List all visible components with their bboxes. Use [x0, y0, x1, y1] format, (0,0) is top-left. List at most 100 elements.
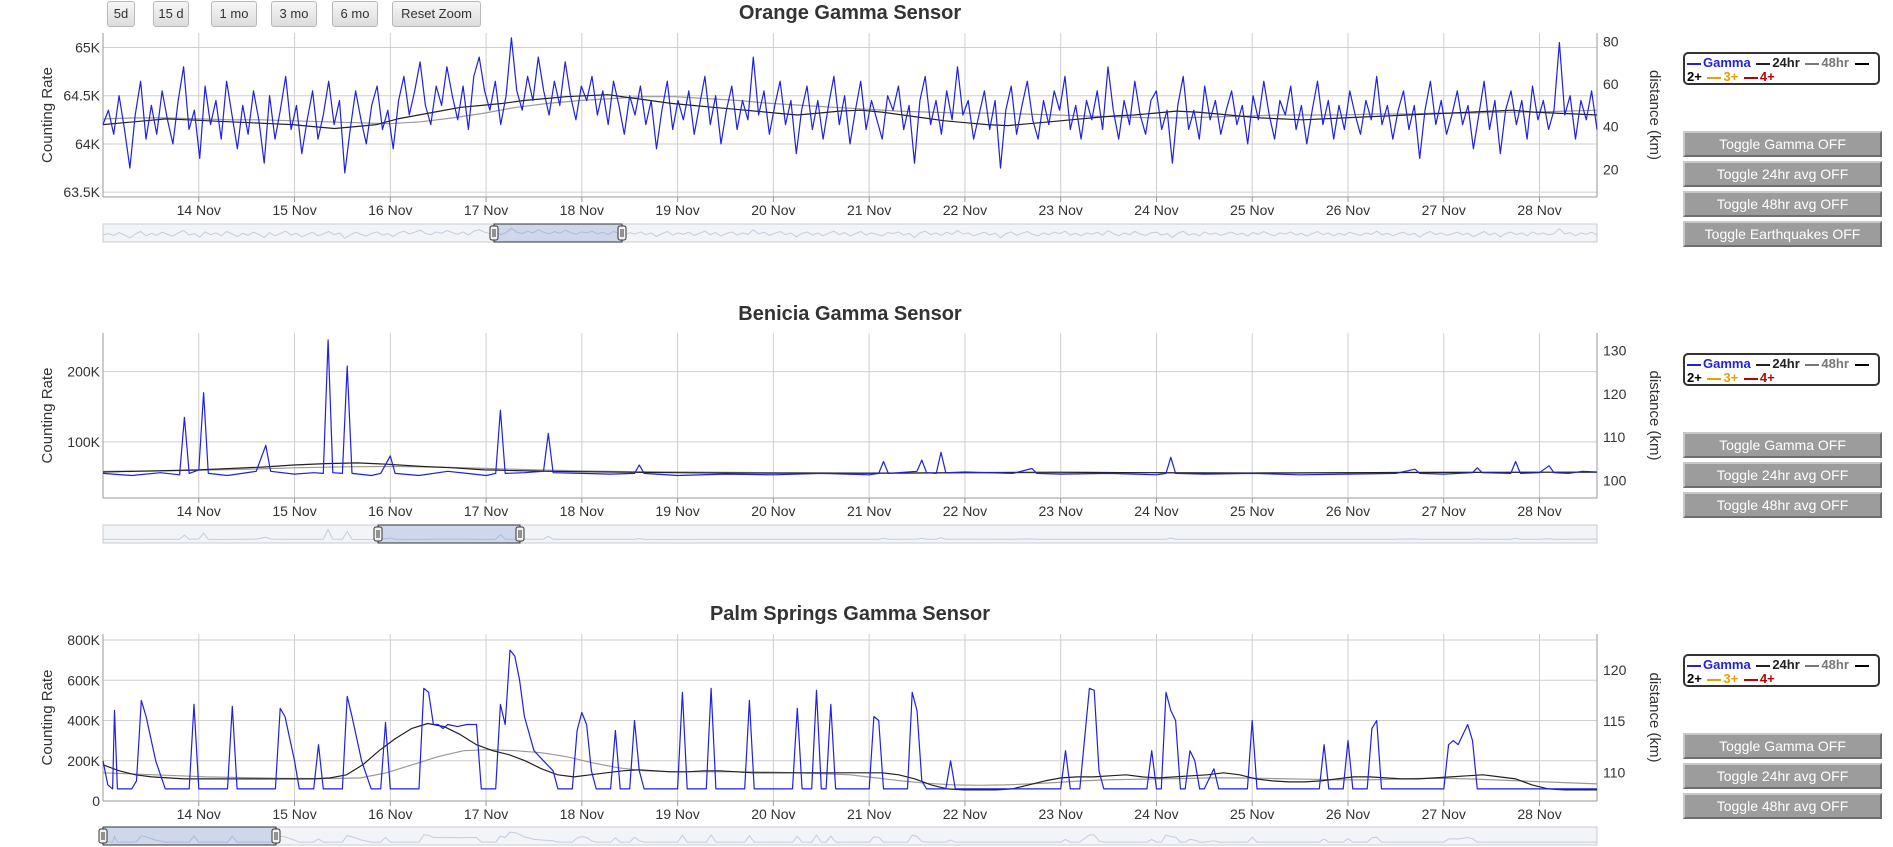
navigator-window[interactable]	[493, 223, 623, 243]
orange-toggle-gamma-button[interactable]: Toggle Gamma OFF	[1683, 131, 1882, 157]
x-tick-label: 26 Nov	[1326, 806, 1370, 822]
legend-48hr[interactable]: 48hr	[1805, 55, 1849, 70]
y2-tick-label: 115	[1603, 713, 1626, 729]
orange-gamma-chart: Orange Gamma Sensor 63.5K 64K 64.5K 65K 14 No…	[39, 2, 1663, 243]
y2-axis-title: distance (km)	[1646, 672, 1663, 762]
x-tick-label: 15 Nov	[272, 503, 316, 519]
legend-24hr[interactable]: 24hr	[1756, 356, 1800, 371]
palm-springs-toggle-24hr-button[interactable]: Toggle 24hr avg OFF	[1683, 763, 1882, 789]
legend-eq4[interactable]: 4+	[1743, 370, 1775, 385]
legend-gamma-label: Gamma	[1703, 55, 1751, 70]
legend-24hr[interactable]: 24hr	[1756, 657, 1800, 672]
y2-tick-label: 110	[1603, 764, 1626, 780]
navigator-right-handle[interactable]	[271, 828, 281, 844]
x-tick-label: 20 Nov	[751, 806, 795, 822]
legend-eq2-label: 2+	[1687, 671, 1702, 686]
legend-48hr-label: 48hr	[1821, 657, 1849, 672]
legend-24hr[interactable]: 24hr	[1756, 55, 1800, 70]
legend-eq2-line	[1854, 664, 1869, 667]
x-tick-label: 14 Nov	[177, 202, 221, 218]
zoom-3mo-button[interactable]: 3 mo	[271, 1, 317, 27]
series-avg48-line	[102, 749, 1598, 786]
legend-eq3[interactable]: 3+	[1707, 671, 1738, 686]
x-tick-label: 28 Nov	[1517, 806, 1561, 822]
navigator-window[interactable]	[102, 826, 277, 846]
y2-tick-label: 40	[1603, 119, 1619, 135]
legend-48hr-label: 48hr	[1821, 356, 1849, 371]
legend-24hr-label: 24hr	[1772, 55, 1800, 70]
x-tick-label: 16 Nov	[368, 806, 412, 822]
chart-title: Orange Gamma Sensor	[739, 2, 962, 24]
palm-springs-toggle-gamma-button[interactable]: Toggle Gamma OFF	[1683, 733, 1882, 759]
x-tick-label: 14 Nov	[177, 503, 221, 519]
legend-gamma[interactable]: Gamma	[1687, 657, 1751, 672]
x-tick-label: 17 Nov	[464, 806, 508, 822]
zoom-5d-button[interactable]: 5d	[107, 1, 135, 27]
x-tick-label: 25 Nov	[1230, 806, 1274, 822]
palm-springs-legend: Gamma 24hr 48hr 2+ 3+ 4+	[1683, 654, 1880, 687]
legend-eq2[interactable]: 2+	[1687, 370, 1702, 385]
series-gamma-line	[102, 339, 1598, 477]
navigator-left-handle[interactable]	[489, 225, 499, 241]
y-axis-title: Counting Rate	[39, 368, 56, 464]
legend-eq2[interactable]: 2+	[1687, 69, 1702, 84]
x-tick-label: 16 Nov	[368, 202, 412, 218]
navigator-right-handle[interactable]	[515, 526, 525, 542]
legend-eq3[interactable]: 3+	[1707, 370, 1738, 385]
x-tick-label: 24 Nov	[1134, 202, 1178, 218]
chart-title: Benicia Gamma Sensor	[738, 303, 962, 325]
x-tick-label: 15 Nov	[272, 202, 316, 218]
y2-tick-label: 120	[1603, 386, 1627, 402]
y2-tick-label: 60	[1603, 76, 1619, 92]
y2-tick-label: 100	[1603, 473, 1627, 489]
legend-gamma[interactable]: Gamma	[1687, 356, 1751, 371]
palm-springs-gamma-chart: Palm Springs Gamma Sensor 0 200K 400K 600K 80…	[39, 603, 1663, 846]
reset-zoom-button[interactable]: Reset Zoom	[392, 1, 481, 27]
x-tick-label: 24 Nov	[1134, 503, 1178, 519]
legend-gamma[interactable]: Gamma	[1687, 55, 1751, 70]
legend-eq2[interactable]: 2+	[1687, 671, 1702, 686]
x-tick-label: 21 Nov	[847, 806, 891, 822]
x-tick-label: 27 Nov	[1422, 503, 1466, 519]
orange-toggle-earthquakes-button[interactable]: Toggle Earthquakes OFF	[1683, 221, 1882, 247]
zoom-15d-button[interactable]: 15 d	[153, 1, 189, 27]
legend-eq4-label: 4+	[1759, 69, 1775, 84]
palm-springs-toggle-48hr-button[interactable]: Toggle 48hr avg OFF	[1683, 793, 1882, 819]
y-tick-label: 64.5K	[63, 88, 100, 104]
legend-eq4[interactable]: 4+	[1743, 69, 1775, 84]
orange-sensor-panel: Orange Gamma Sensor 63.5K 64K 64.5K 65K 14 No…	[0, 0, 1663, 250]
legend-eq3-label: 3+	[1723, 370, 1739, 385]
x-tick-label: 14 Nov	[177, 806, 221, 822]
legend-eq4-label: 4+	[1759, 671, 1775, 686]
series-avg48-line	[102, 96, 1598, 125]
benicia-toggle-gamma-button[interactable]: Toggle Gamma OFF	[1683, 432, 1882, 458]
legend-eq3[interactable]: 3+	[1707, 69, 1738, 84]
series-avg24-line	[102, 722, 1597, 791]
x-tick-label: 26 Nov	[1326, 202, 1370, 218]
benicia-legend: Gamma 24hr 48hr 2+ 3+ 4+	[1683, 353, 1880, 386]
navigator-window[interactable]	[377, 524, 521, 544]
x-tick-label: 15 Nov	[272, 806, 316, 822]
y2-tick-label: 130	[1603, 342, 1627, 358]
benicia-toggle-24hr-button[interactable]: Toggle 24hr avg OFF	[1683, 462, 1882, 488]
orange-toggle-48hr-button[interactable]: Toggle 48hr avg OFF	[1683, 191, 1882, 217]
zoom-6mo-button[interactable]: 6 mo	[332, 1, 378, 27]
legend-48hr[interactable]: 48hr	[1805, 657, 1849, 672]
palm-springs-sensor-panel: Palm Springs Gamma Sensor 0 200K 400K 600K 80…	[0, 601, 1663, 847]
orange-toggle-24hr-button[interactable]: Toggle 24hr avg OFF	[1683, 161, 1882, 187]
navigator-right-handle[interactable]	[617, 225, 627, 241]
x-tick-label: 21 Nov	[847, 202, 891, 218]
legend-eq2-line	[1854, 62, 1869, 65]
legend-48hr[interactable]: 48hr	[1805, 356, 1849, 371]
y2-axis-title: distance (km)	[1646, 70, 1663, 160]
y-tick-label: 65K	[75, 39, 101, 55]
navigator-series	[102, 227, 1598, 239]
legend-eq4[interactable]: 4+	[1743, 671, 1775, 686]
y-tick-label: 800K	[67, 632, 100, 648]
navigator-left-handle[interactable]	[373, 526, 383, 542]
benicia-sensor-panel: Benicia Gamma Sensor 100K 200K 14 Nov 15 Nov…	[0, 300, 1663, 550]
benicia-toggle-48hr-button[interactable]: Toggle 48hr avg OFF	[1683, 492, 1882, 518]
series-gamma-line	[102, 37, 1598, 174]
navigator-left-handle[interactable]	[98, 828, 108, 844]
zoom-1mo-button[interactable]: 1 mo	[211, 1, 257, 27]
